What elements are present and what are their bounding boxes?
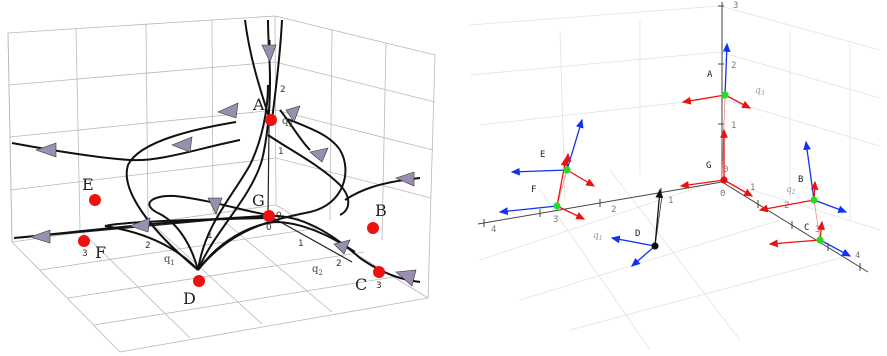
tick-q1-0: 0 [266,223,272,233]
cone-arrow-icon [29,229,51,244]
point-F [553,202,561,210]
label-A: A [252,95,265,114]
label-G: G [706,161,711,171]
left-grid [7,15,436,353]
tick-q3-2: 2 [280,85,286,95]
label-B: B [798,175,803,185]
left-ticks: 2 1 0 3 2 1 0 1 2 3 [82,85,382,291]
tick-q1-2: 2 [611,205,616,215]
point-D [651,242,659,250]
right-equilibria [553,91,824,250]
cone-arrow-icon [395,171,415,187]
label-C: C [804,223,809,233]
right-axes [477,2,869,273]
right-grid [469,5,881,351]
left-trajectories [11,19,421,283]
axis-label-q2: q2 [786,185,796,196]
axis-label-q3: q3 [755,86,765,97]
label-D: D [183,289,196,308]
cone-arrow-icon [333,239,351,255]
point-B [367,222,379,234]
right-vectors [498,42,852,267]
tick-q2-1: 1 [298,239,304,249]
right-connectors [556,94,821,247]
cone-arrow-icon [207,197,223,215]
cone-arrow-icon [171,136,193,153]
point-A [721,91,729,99]
label-E: E [82,175,94,194]
right-ticks: 3 2 1 0 4 3 2 1 0 1 2 3 4 [491,1,860,261]
label-F: F [531,185,536,195]
tick-q2-4: 4 [855,251,860,261]
point-C [373,266,385,278]
tick-q3-3: 3 [733,1,738,11]
right-point-labels: A B C D E F G [531,70,809,239]
axis-label-q3: q3 [282,116,293,129]
axis-label-q1: q1 [593,231,603,242]
axis-label-q2: q2 [312,264,323,277]
point-E [563,166,571,174]
tick-q1-2: 2 [145,241,151,251]
tick-q1-1: 1 [207,231,213,241]
right-vector-diagram: 3 2 1 0 4 3 2 1 0 1 2 3 4 q3 q1 q2 [469,1,881,351]
tick-q2-2: 2 [784,201,789,211]
tick-q2-0: 0 [720,189,725,199]
point-C [816,236,824,244]
point-D [193,275,205,287]
right-axis-labels: q3 q1 q2 [593,86,796,242]
cone-arrow-icon [129,217,151,233]
cone-arrow-icon [261,44,277,63]
cone-arrow-icon [285,105,301,123]
label-E: E [540,150,545,160]
tick-q2-3: 3 [376,281,382,291]
axis-label-q1: q1 [164,254,175,267]
tick-q3-2: 2 [731,61,736,71]
tick-q1-3: 3 [553,215,558,225]
tick-q1-1: 1 [668,196,673,206]
left-point-labels: A B C D E F G [82,95,387,308]
point-G [263,210,275,222]
left-axis-labels: q3 q1 q2 [164,116,323,277]
point-F [78,235,90,247]
point-G [720,176,728,184]
tick-q1-3: 3 [82,249,88,259]
label-B: B [375,201,387,220]
point-B [810,196,818,204]
tick-q3-0: 0 [276,211,282,221]
tick-q3-1: 1 [731,121,736,131]
label-F: F [95,243,106,262]
left-equilibria [78,114,385,287]
left-axes [17,39,353,263]
label-A: A [707,70,713,80]
cone-arrow-icon [217,102,239,119]
tick-q1-4: 4 [491,225,496,235]
label-C: C [355,275,367,294]
point-A [265,114,277,126]
label-G: G [252,191,265,210]
tick-q2-2: 2 [336,259,342,269]
left-direction-cones [29,44,417,287]
left-phase-portrait: 2 1 0 3 2 1 0 1 2 3 q3 q1 q2 A [7,15,436,353]
tick-q2-1: 1 [750,183,755,193]
tick-q3-1: 1 [278,147,284,157]
label-D: D [635,229,640,239]
point-E [89,194,101,206]
tick-q3-0: 0 [723,165,728,175]
cone-arrow-icon [309,147,329,163]
cone-arrow-icon [395,269,417,287]
cone-arrow-icon [35,142,57,158]
